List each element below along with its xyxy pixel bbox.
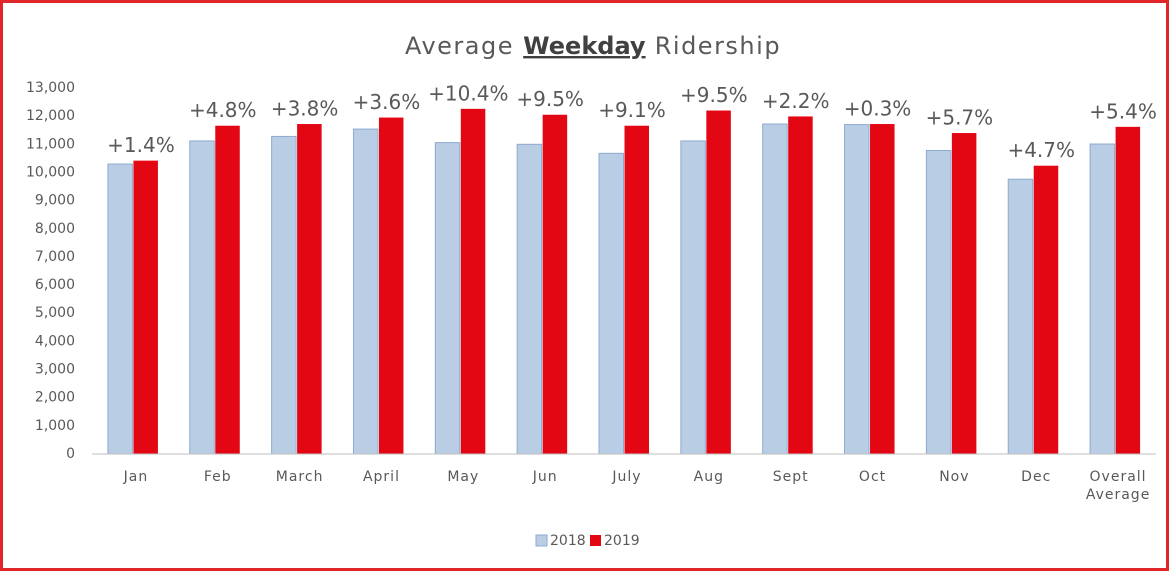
data-annotation: +0.3% (844, 97, 912, 121)
data-annotation: +5.4% (1089, 99, 1157, 123)
bar (516, 143, 543, 455)
bar (297, 124, 322, 454)
data-annotation: +2.2% (762, 89, 830, 113)
x-tick-label: Sept (772, 469, 809, 485)
bar (1089, 143, 1116, 455)
x-tick-label: March (275, 469, 324, 485)
bar (133, 160, 158, 455)
x-tick-label: Dec (1021, 469, 1052, 485)
y-tick-label: 13,000 (26, 80, 75, 96)
bar (598, 152, 624, 455)
y-tick-label: 1,000 (35, 418, 75, 434)
bar (706, 110, 731, 455)
x-tick-label: Feb (203, 469, 232, 485)
title-word: Average (405, 32, 514, 60)
data-annotation: +9.1% (598, 98, 666, 122)
bar (189, 140, 215, 455)
x-tick-label: July (612, 469, 642, 485)
bar (215, 125, 240, 455)
x-tick-label: May (447, 469, 480, 485)
x-tick-label: Overall Average (1085, 469, 1151, 503)
y-tick-label: 7,000 (35, 249, 75, 265)
bar (951, 133, 977, 455)
legend-label: 2019 (604, 533, 640, 549)
data-annotation: +5.7% (926, 106, 994, 130)
data-annotation: +10.4% (428, 81, 508, 105)
data-annotation: +9.5% (680, 83, 748, 107)
title-emphasis: Weekday (523, 32, 646, 60)
bar (870, 124, 895, 454)
x-tick-label: Jan (123, 469, 149, 485)
bar (762, 123, 788, 455)
bar (378, 117, 404, 455)
chart-title: Average Weekday Ridership (405, 32, 781, 60)
y-tick-label: 4,000 (35, 333, 75, 349)
bar (680, 140, 706, 455)
x-tick-label: Jun (532, 469, 558, 485)
bar (1033, 165, 1059, 454)
bar (624, 125, 649, 455)
y-tick-label: 9,000 (35, 193, 75, 209)
title-word: Ridership (655, 32, 781, 60)
y-tick-label: 0 (66, 446, 75, 462)
legend-label: 2018 (550, 533, 586, 549)
y-tick-label: 10,000 (26, 164, 75, 180)
x-tick-label: Aug (693, 469, 725, 485)
chart: Average Weekday Ridership 0 1,000 2,000 3,0… (26, 32, 1157, 549)
x-tick-label: April (362, 469, 400, 485)
bar (107, 163, 133, 455)
legend-swatch (590, 535, 601, 546)
x-tick-label: Oct (858, 469, 887, 485)
y-tick-label: 11,000 (26, 136, 75, 152)
bar (1115, 126, 1141, 455)
bar (460, 108, 486, 454)
data-annotation: +4.8% (189, 98, 257, 122)
legend-swatch (535, 534, 548, 547)
data-annotation: +9.5% (516, 87, 584, 111)
data-annotation: +4.7% (1007, 138, 1075, 162)
data-annotation: +3.6% (353, 90, 421, 114)
y-tick-label: 8,000 (35, 221, 75, 237)
bar (352, 128, 379, 455)
bar (434, 142, 461, 455)
bar (542, 114, 568, 454)
y-tick-label: 6,000 (35, 277, 75, 293)
bar (925, 150, 952, 455)
data-annotation: +3.8% (271, 97, 339, 121)
bar (1007, 178, 1034, 455)
data-annotation: +1.4% (107, 133, 175, 157)
y-tick-label: 12,000 (26, 108, 75, 124)
y-tick-label: 3,000 (35, 362, 75, 378)
bar (271, 135, 297, 455)
bar (788, 116, 813, 454)
x-tick-label: Nov (939, 469, 970, 485)
y-tick-label: 5,000 (35, 305, 75, 321)
bar (844, 124, 870, 455)
y-tick-label: 2,000 (35, 390, 75, 406)
